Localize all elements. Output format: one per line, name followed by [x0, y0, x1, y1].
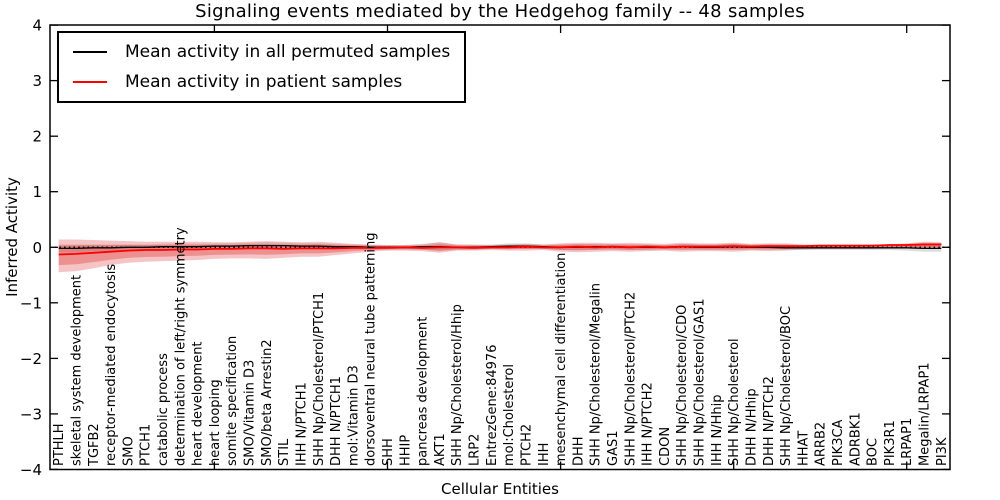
- x-tick-label: CDON: [658, 427, 673, 466]
- x-tick-label: ADRBK1: [848, 412, 863, 466]
- legend: Mean activity in all permuted samples Me…: [57, 31, 467, 103]
- x-tick-label: PI3K: [935, 437, 950, 466]
- legend-item-permuted: Mean activity in all permuted samples: [73, 37, 450, 67]
- x-tick-label: SHH Np/Cholesterol/BOC: [779, 306, 794, 466]
- x-tick-label: DHH: [571, 436, 586, 466]
- x-tick-label: SHH Np/Cholesterol/Megalin: [589, 283, 604, 466]
- x-tick-label: PTCH1: [139, 424, 154, 466]
- x-tick-label: DHH N/Hhip: [745, 388, 760, 466]
- legend-line-sample-black-icon: [73, 51, 107, 53]
- x-tick-label: SHH Np/Cholesterol/PTCH1: [312, 292, 327, 466]
- x-tick-label: PIK3CA: [831, 419, 846, 466]
- x-tick-label: PTCH2: [520, 424, 535, 466]
- legend-label-permuted: Mean activity in all permuted samples: [125, 42, 451, 62]
- x-tick-label: HHAT: [796, 431, 811, 466]
- x-tick-label: SMO: [121, 436, 136, 466]
- x-tick-label: SHH: [381, 438, 396, 466]
- patient-mean-line: [58, 243, 942, 256]
- y-tick-label: 2: [32, 128, 42, 146]
- x-tick-label: SHH Np/Cholesterol/Hhip: [450, 304, 465, 466]
- legend-line-sample-red-icon: [73, 81, 107, 83]
- x-tick-label: LRPAP1: [900, 418, 915, 466]
- x-tick-label: mol:Cholesterol: [502, 364, 517, 466]
- x-tick-label: heart development: [191, 341, 206, 466]
- axes-frame: [49, 24, 951, 471]
- x-tick-label: IHH N/Hhip: [710, 395, 725, 467]
- x-tick-label: receptor-mediated endocytosis: [104, 264, 119, 466]
- y-tick-label: −1: [20, 294, 42, 312]
- x-tick-label: STIL: [277, 438, 292, 466]
- x-tick-label: heart looping: [208, 379, 223, 466]
- x-axis-label: Cellular Entities: [441, 480, 559, 498]
- x-tick-label: catabolic process: [156, 353, 171, 466]
- y-tick-label: −3: [20, 405, 42, 423]
- x-tick-label: LRP2: [468, 434, 483, 466]
- x-tick-label: IHH N/PTCH1: [295, 382, 310, 466]
- x-tick-label: EntrezGene:84976: [485, 345, 500, 466]
- x-tick-label: PTHLH: [52, 423, 67, 466]
- x-tick-label: dorsoventral neural tube patterning: [364, 233, 379, 466]
- x-tick-label: Megalin/LRPAP1: [918, 362, 933, 466]
- x-tick-label: DHH N/PTCH1: [329, 376, 344, 466]
- legend-label-patient: Mean activity in patient samples: [125, 72, 403, 92]
- y-tick-label: 1: [32, 183, 42, 201]
- x-tick-label: SMO/Vitamin D3: [243, 360, 258, 466]
- x-tick-label: SHH Np/Cholesterol: [727, 338, 742, 466]
- x-tick-label: GAS1: [606, 431, 621, 467]
- x-tick-label: SHH Np/Cholesterol/PTCH2: [623, 292, 638, 466]
- x-tick-label: IHH N/PTCH2: [641, 382, 656, 466]
- x-tick-label: PIK3R1: [883, 420, 898, 466]
- x-tick-label: HHIP: [398, 435, 413, 466]
- y-tick-label: −2: [20, 350, 42, 368]
- x-tick-label: somite specification: [225, 336, 240, 466]
- x-tick-label: SHH Np/Cholesterol/CDO: [675, 305, 690, 466]
- y-tick-label: 0: [32, 239, 42, 257]
- x-tick-label: ARRB2: [814, 422, 829, 466]
- x-tick-label: IHH: [537, 443, 552, 466]
- x-tick-label: pancreas development: [416, 317, 431, 466]
- chart-title: Signaling events mediated by the Hedgeho…: [195, 1, 805, 22]
- legend-item-patient: Mean activity in patient samples: [73, 67, 450, 97]
- x-tick-label: TGFB2: [87, 423, 102, 467]
- y-axis-label: Inferred Activity: [3, 177, 21, 297]
- x-tick-label: DHH N/PTCH2: [762, 376, 777, 466]
- y-tick-label: 4: [32, 17, 42, 35]
- x-tick-label: BOC: [866, 438, 881, 466]
- x-tick-label: determination of left/right symmetry: [173, 227, 188, 466]
- x-tick-label: AKT1: [433, 433, 448, 466]
- permuted-mean-line: [58, 244, 942, 250]
- y-tick-label: −4: [20, 461, 42, 479]
- x-tick-label: mol:Vitamin D3: [346, 365, 361, 466]
- y-tick-label: 3: [32, 72, 42, 90]
- x-tick-label: mesenchymal cell differentiation: [554, 253, 569, 466]
- x-tick-label: SHH Np/Cholesterol/GAS1: [693, 298, 708, 466]
- x-tick-label: SMO/beta Arrestin2: [260, 339, 275, 466]
- x-tick-label: skeletal system development: [70, 275, 85, 466]
